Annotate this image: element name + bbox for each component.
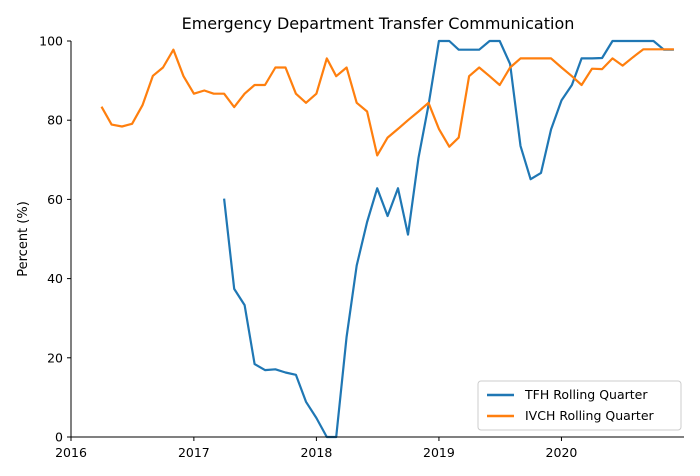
x-tick-label: 2016 [55,445,87,460]
y-axis-label: Percent (%) [16,201,31,277]
chart-title: Emergency Department Transfer Communicat… [182,14,575,33]
x-tick-label: 2017 [178,445,210,460]
y-tick-label: 60 [47,192,63,207]
x-tick-label: 2019 [423,445,455,460]
legend-box [477,380,682,431]
legend-label-ivch: IVCH Rolling Quarter [525,408,655,423]
series-line-1 [100,48,674,157]
x-tick-label: 2020 [546,445,578,460]
y-tick-label: 40 [47,271,63,286]
y-tick-label: 80 [47,113,63,128]
y-tick-label: 0 [55,430,63,445]
series-lines [100,39,674,439]
axes [70,41,684,438]
y-tick-label: 20 [47,350,63,365]
x-tick-label: 2018 [300,445,332,460]
y-tick-label: 100 [39,34,63,49]
legend: TFH Rolling Quarter IVCH Rolling Quarter [477,380,682,431]
axis-ticks: 2016 2017 2018 2019 2020 0 20 40 60 80 100 [39,34,577,461]
series-line-0 [223,39,674,439]
legend-label-tfh: TFH Rolling Quarter [524,387,648,402]
